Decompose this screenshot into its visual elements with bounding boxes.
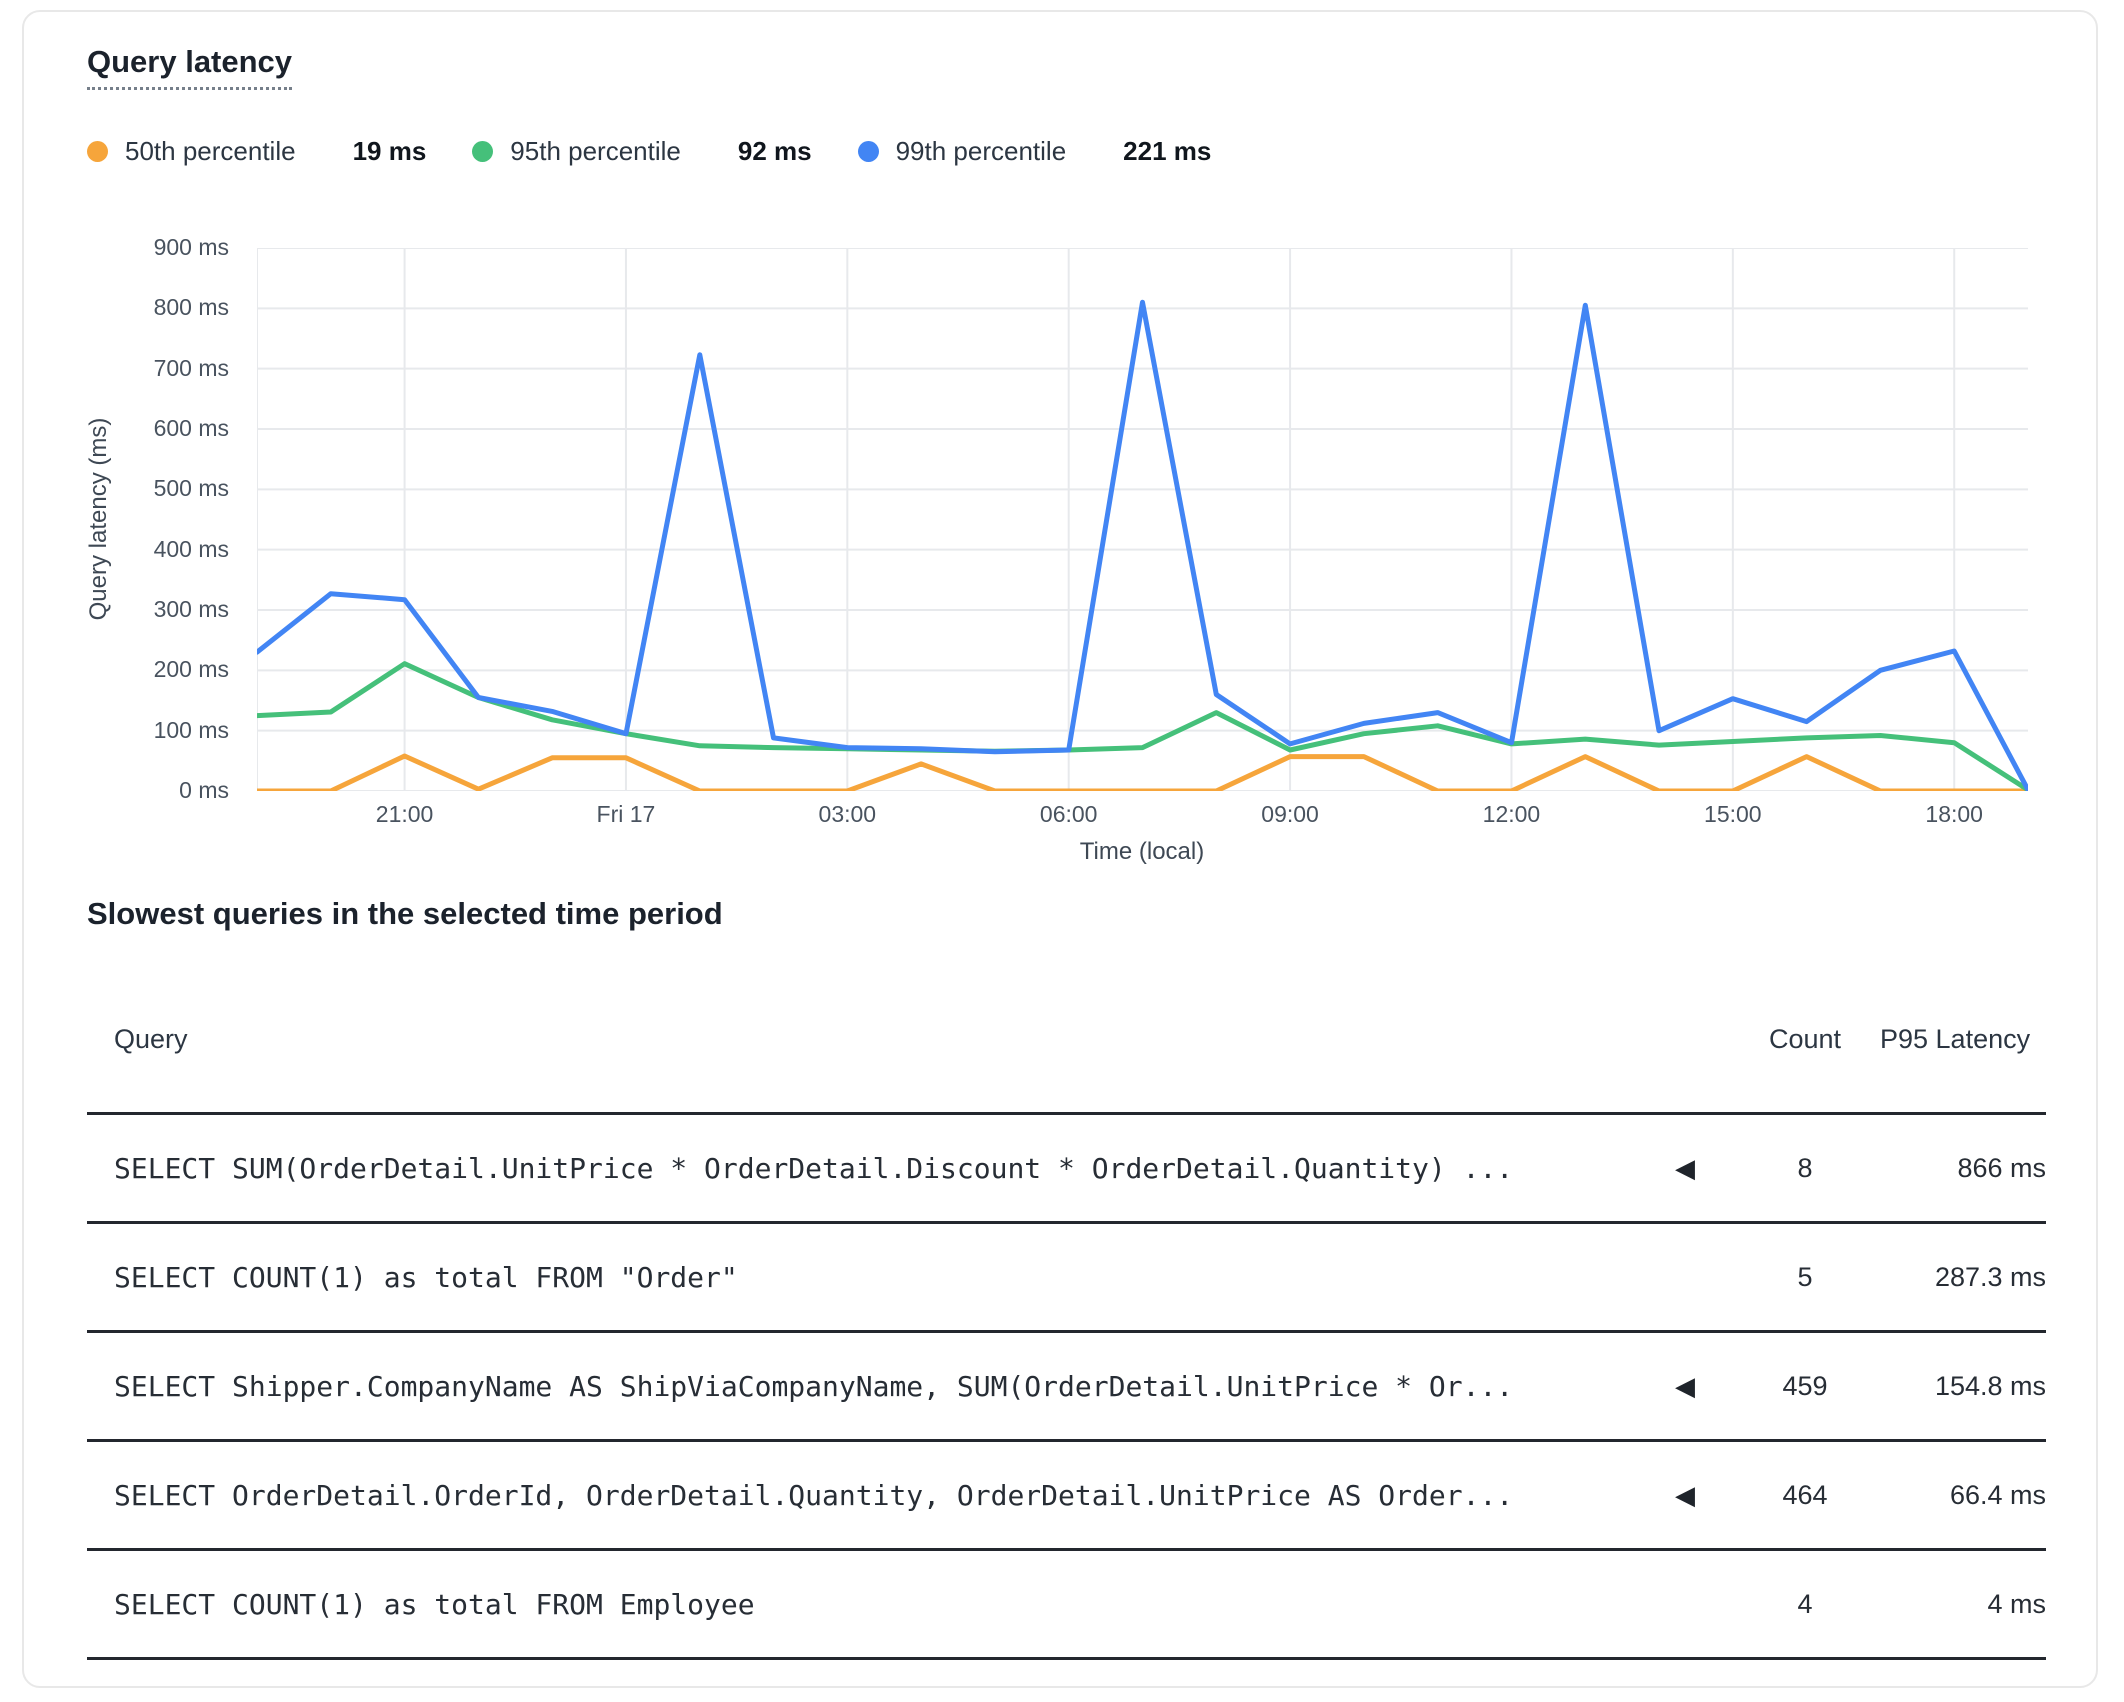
x-tick-label: Fri 17 xyxy=(596,801,656,827)
legend-value: 19 ms xyxy=(352,136,427,166)
latency-line-chart[interactable] xyxy=(257,248,2028,791)
x-axis-tick-labels: 21:00 Fri 17 03:00 06:00 09:00 12:00 15:00 18:0… xyxy=(257,801,2028,831)
y-tick-label: 600 ms xyxy=(153,415,229,441)
legend-label: 99th percentile xyxy=(895,136,1067,166)
x-tick-label: 21:00 xyxy=(375,801,434,827)
count-value: 5 xyxy=(1797,1261,1813,1292)
y-tick-label: 0 ms xyxy=(179,777,229,803)
column-header-count: Count xyxy=(1768,1024,1842,1054)
series-line-50th-percentile xyxy=(257,753,2028,791)
count-value: 8 xyxy=(1797,1152,1813,1183)
p95-latency-value: 287.3 ms xyxy=(1934,1261,2046,1292)
x-axis-title: Time (local) xyxy=(1079,838,1205,865)
query-sql-text: SELECT OrderDetail.OrderId, OrderDetail.… xyxy=(114,1478,1514,1512)
y-tick-label: 900 ms xyxy=(153,234,229,260)
slowest-queries-heading: Slowest queries in the selected time per… xyxy=(87,896,723,931)
column-header-query: Query xyxy=(114,1024,188,1054)
y-tick-label: 100 ms xyxy=(153,716,229,743)
legend-item-p99: 99th percentile 221 ms xyxy=(857,136,1212,167)
legend-label: 50th percentile xyxy=(125,136,296,166)
series-line-95th-percentile xyxy=(257,661,2028,791)
latency-chart-plot-area[interactable] xyxy=(257,248,2028,791)
table-row[interactable]: SELECT Shipper.CompanyName AS ShipViaCom… xyxy=(87,1333,2046,1442)
table-row[interactable]: SELECT COUNT(1) as total FROM "Order" 5 28… xyxy=(87,1224,2046,1333)
p95-latency-value: 66.4 ms xyxy=(1949,1479,2046,1510)
slowest-queries-table: Query Count P95 Latency SELECT SUM(Order… xyxy=(87,967,2046,1660)
query-sql-text: SELECT Shipper.CompanyName AS ShipViaCom… xyxy=(114,1369,1514,1403)
x-tick-label: 03:00 xyxy=(818,801,877,827)
p95-latency-value: 866 ms xyxy=(1957,1152,2046,1183)
column-header-p95-latency: P95 Latency xyxy=(1880,1024,2031,1054)
count-value: 464 xyxy=(1782,1479,1828,1510)
query-sql-text: SELECT COUNT(1) as total FROM Employee xyxy=(114,1587,755,1621)
y-tick-label: 200 ms xyxy=(153,656,229,683)
count-value: 4 xyxy=(1797,1588,1813,1619)
x-tick-label: 15:00 xyxy=(1704,801,1762,827)
p95-dot-icon xyxy=(472,141,494,162)
legend-item-p95: 95th percentile 92 ms xyxy=(472,136,812,167)
table-header-row: Query Count P95 Latency xyxy=(87,967,2046,1115)
query-sql-text: SELECT SUM(OrderDetail.UnitPrice * Order… xyxy=(114,1151,1514,1185)
expand-query-marker-icon[interactable]: ◀ xyxy=(1675,1370,1695,1401)
table-body: SELECT SUM(OrderDetail.UnitPrice * Order… xyxy=(87,1115,2046,1660)
query-sql-text: SELECT COUNT(1) as total FROM "Order" xyxy=(114,1260,738,1294)
table-row[interactable]: SELECT OrderDetail.OrderId, OrderDetail.… xyxy=(87,1442,2046,1551)
x-tick-label: 12:00 xyxy=(1482,801,1541,827)
legend-label: 95th percentile xyxy=(510,136,681,166)
legend-value: 221 ms xyxy=(1123,136,1212,166)
chart-legend: 50th percentile 19 ms 95th percentile 92… xyxy=(87,136,1257,167)
legend-value: 92 ms xyxy=(737,136,812,166)
table-row[interactable]: SELECT SUM(OrderDetail.UnitPrice * Order… xyxy=(87,1115,2046,1224)
p99-dot-icon xyxy=(857,141,879,162)
y-tick-label: 300 ms xyxy=(153,596,229,622)
x-tick-label: 18:00 xyxy=(1925,801,1983,827)
query-latency-card: Query latency 50th percentile 19 ms 95th… xyxy=(22,10,2098,1688)
y-axis-tick-labels: 0 ms 100 ms 200 ms 300 ms 400 ms 500 ms 600 ms… xyxy=(24,234,229,803)
p95-latency-value: 154.8 ms xyxy=(1934,1370,2046,1401)
expand-query-marker-icon[interactable]: ◀ xyxy=(1675,1479,1695,1510)
chart-title: Query latency xyxy=(87,44,293,90)
legend-item-p50: 50th percentile 19 ms xyxy=(87,136,426,167)
series-line-99th-percentile xyxy=(257,299,2028,791)
table-row[interactable]: SELECT COUNT(1) as total FROM Employee 4 4… xyxy=(87,1551,2046,1660)
y-tick-label: 400 ms xyxy=(153,535,229,562)
expand-query-marker-icon[interactable]: ◀ xyxy=(1675,1152,1695,1183)
x-tick-label: 09:00 xyxy=(1261,801,1319,827)
y-tick-label: 700 ms xyxy=(153,354,229,381)
x-tick-label: 06:00 xyxy=(1039,801,1098,827)
p95-latency-value: 4 ms xyxy=(1987,1588,2046,1619)
y-tick-label: 800 ms xyxy=(153,294,229,321)
p50-dot-icon xyxy=(87,141,108,162)
count-value: 459 xyxy=(1782,1370,1828,1401)
y-tick-label: 500 ms xyxy=(153,475,229,502)
